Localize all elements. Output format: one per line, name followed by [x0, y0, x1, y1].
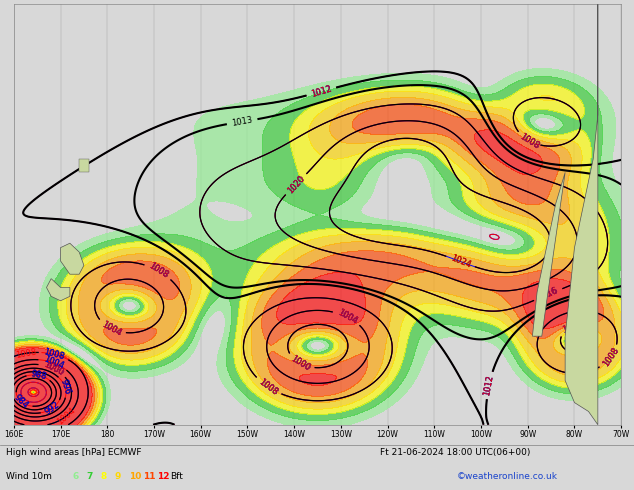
Text: 1013: 1013: [231, 115, 254, 128]
Text: 1016: 1016: [536, 286, 560, 303]
Text: High wind areas [hPa] ECMWF: High wind areas [hPa] ECMWF: [6, 448, 142, 457]
Text: 1020: 1020: [285, 173, 306, 195]
Text: 1008: 1008: [519, 132, 541, 150]
Text: 1008: 1008: [519, 132, 541, 150]
Text: 10: 10: [129, 472, 141, 481]
Text: 1008: 1008: [147, 262, 170, 280]
Text: 1008: 1008: [42, 347, 65, 362]
Text: 1012: 1012: [310, 84, 333, 99]
Text: Bft: Bft: [171, 472, 183, 481]
Text: 992: 992: [43, 400, 61, 417]
Text: 1020: 1020: [285, 173, 306, 195]
Text: 1008: 1008: [519, 132, 541, 150]
Polygon shape: [46, 279, 70, 301]
Text: 1008: 1008: [15, 347, 37, 360]
Text: 984: 984: [13, 393, 30, 411]
Text: 1024: 1024: [449, 253, 472, 270]
Text: 1020: 1020: [285, 173, 306, 195]
Polygon shape: [565, 4, 598, 425]
Text: 1000: 1000: [288, 354, 311, 373]
Text: 1008: 1008: [147, 262, 170, 280]
Text: 1004: 1004: [100, 319, 122, 338]
Text: 996: 996: [58, 378, 72, 395]
Text: 1008: 1008: [257, 377, 279, 397]
Text: 1000: 1000: [288, 354, 311, 373]
Text: 1004: 1004: [561, 320, 584, 335]
Text: 1008: 1008: [257, 377, 279, 397]
Text: 1016: 1016: [536, 286, 560, 303]
Text: 988: 988: [30, 369, 48, 382]
Text: 1008: 1008: [147, 262, 170, 280]
Text: 1008: 1008: [257, 377, 279, 397]
Text: 1012: 1012: [310, 84, 333, 99]
Text: 988: 988: [30, 369, 48, 382]
Text: 1004: 1004: [42, 355, 65, 371]
Text: 7: 7: [87, 472, 93, 481]
Text: 1012: 1012: [482, 374, 495, 396]
Text: 1000: 1000: [42, 360, 65, 377]
Text: 1004: 1004: [336, 308, 359, 326]
Text: 1004: 1004: [100, 319, 122, 338]
Text: 1004: 1004: [336, 308, 359, 326]
Polygon shape: [79, 159, 89, 172]
Text: 9: 9: [115, 472, 121, 481]
Text: 1012: 1012: [310, 84, 333, 99]
Text: 984: 984: [13, 393, 30, 411]
Text: 1024: 1024: [449, 253, 472, 270]
Text: 992: 992: [43, 400, 61, 417]
Text: 1004: 1004: [561, 320, 584, 335]
Polygon shape: [533, 172, 565, 336]
Text: 1004: 1004: [42, 355, 65, 371]
Text: 1012: 1012: [482, 374, 495, 396]
Text: 1004: 1004: [561, 320, 584, 335]
Text: 1008: 1008: [601, 346, 620, 368]
Text: 1008: 1008: [601, 346, 620, 368]
Text: 1008: 1008: [601, 346, 620, 368]
Polygon shape: [60, 243, 84, 274]
Text: 1008: 1008: [42, 347, 65, 362]
Text: 12: 12: [157, 472, 169, 481]
Text: 6: 6: [73, 472, 79, 481]
Text: 1000: 1000: [288, 354, 311, 373]
Text: 996: 996: [58, 378, 72, 395]
Text: 1000: 1000: [42, 360, 65, 377]
Text: 11: 11: [143, 472, 155, 481]
Text: 1004: 1004: [55, 406, 77, 427]
Text: 1000: 1000: [42, 360, 65, 377]
Text: 1016: 1016: [536, 286, 560, 303]
Text: 1004: 1004: [336, 308, 359, 326]
Text: 1004: 1004: [100, 319, 122, 338]
Text: Wind 10m: Wind 10m: [6, 472, 52, 481]
Text: 1012: 1012: [482, 374, 495, 396]
Text: Ft 21-06-2024 18:00 UTC(06+00): Ft 21-06-2024 18:00 UTC(06+00): [380, 448, 531, 457]
Text: 8: 8: [101, 472, 107, 481]
Text: ©weatheronline.co.uk: ©weatheronline.co.uk: [456, 472, 557, 481]
